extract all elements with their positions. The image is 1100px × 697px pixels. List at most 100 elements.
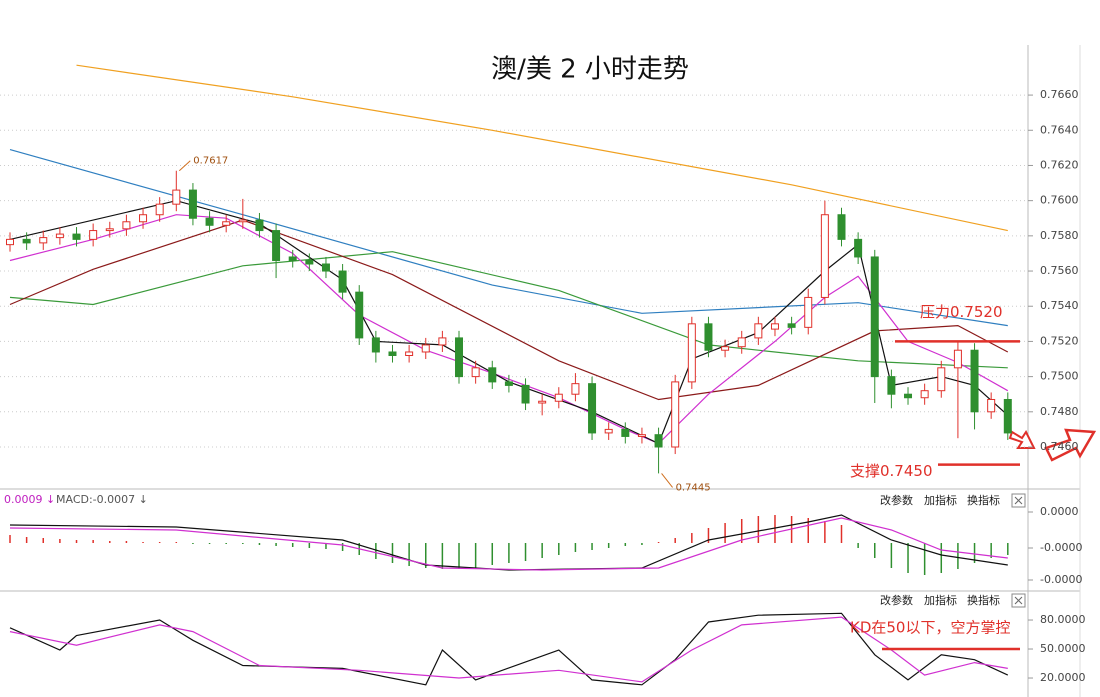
candle-body — [139, 214, 148, 223]
y-tick-label: -0.0000 — [1040, 573, 1082, 586]
candle-body — [637, 434, 646, 437]
indicator-line — [76, 64, 1008, 232]
indicator-line — [9, 219, 1009, 401]
candle-body — [887, 376, 896, 395]
arrow-icon — [1044, 428, 1097, 462]
indicator-line — [9, 616, 1008, 683]
toolbar-button[interactable]: 改参数 — [880, 493, 913, 507]
candle-body — [155, 203, 164, 216]
candle-body — [1003, 398, 1012, 434]
candle-body — [371, 337, 380, 353]
candle-body — [22, 238, 31, 244]
candle-body — [870, 256, 879, 378]
candle-body — [571, 383, 580, 395]
level-label: 压力0.7520 — [920, 303, 1003, 321]
y-tick-label: 0.7520 — [1040, 334, 1079, 347]
toolbar-button[interactable]: 改参数 — [880, 593, 913, 607]
indicator-line — [9, 149, 1008, 327]
candle-body — [604, 428, 613, 434]
candle-body — [953, 349, 962, 369]
candle-body — [488, 367, 497, 383]
y-tick-label: 80.0000 — [1040, 613, 1086, 626]
y-tick-label: 0.7540 — [1040, 299, 1079, 312]
candle-body — [455, 337, 464, 378]
candle-body — [388, 351, 397, 357]
candle-body — [837, 214, 846, 240]
candle-body — [55, 233, 64, 239]
indicator-line — [9, 612, 1009, 686]
candle-body — [6, 238, 14, 246]
y-tick-label: -0.0000 — [1040, 541, 1082, 554]
annotation-label: 0.7445 — [676, 482, 711, 493]
chart-title: 澳/美 2 小时走势 — [491, 55, 689, 85]
y-tick-label: 0.7460 — [1040, 440, 1079, 453]
candle-body — [904, 393, 913, 399]
candle-body — [205, 217, 214, 226]
indicator-line — [9, 514, 1008, 571]
candle-body — [272, 230, 281, 261]
candle-body — [72, 233, 81, 240]
candle-body — [421, 344, 430, 353]
candle-body — [471, 367, 480, 378]
candle-body — [355, 291, 364, 339]
candle-body — [987, 398, 996, 413]
candle-body — [255, 219, 264, 232]
y-tick-label: 0.7500 — [1040, 370, 1079, 383]
candle-body — [654, 434, 663, 448]
y-tick-label: 0.7580 — [1040, 229, 1079, 242]
macd-header: 0.0009 ↓ — [4, 493, 55, 506]
candle-body — [105, 228, 114, 232]
candle-body — [970, 349, 979, 413]
candle-body — [122, 221, 131, 230]
decor-arrows — [1008, 428, 1097, 462]
candle-body — [687, 323, 696, 383]
candle-body — [621, 428, 630, 437]
toolbar-button[interactable]: 加指标 — [924, 493, 957, 507]
macd-header: MACD:-0.0007 ↓ — [56, 493, 148, 506]
candle-body — [754, 323, 763, 339]
candle-body — [89, 230, 98, 240]
candle-body — [405, 351, 414, 357]
close-icon — [1014, 496, 1023, 505]
close-icon — [1014, 596, 1023, 605]
candle-body — [721, 346, 730, 351]
candle-body — [188, 189, 197, 219]
toolbar-button[interactable]: 加指标 — [924, 593, 957, 607]
candle-body — [671, 381, 680, 448]
candle-body — [305, 259, 314, 265]
y-tick-label: 0.7560 — [1040, 264, 1079, 277]
candle-body — [172, 189, 181, 205]
y-tick-label: 0.7640 — [1040, 123, 1079, 136]
candle-body — [920, 390, 929, 399]
candle-body — [504, 381, 513, 386]
indicator-line — [9, 251, 1008, 369]
candle-body — [737, 337, 746, 348]
candle-body — [804, 296, 813, 328]
candle-body — [321, 263, 330, 272]
candle-body — [554, 393, 563, 402]
toolbar-button[interactable]: 换指标 — [967, 493, 1000, 507]
toolbar-button[interactable]: 换指标 — [967, 593, 1000, 607]
candle-body — [854, 238, 863, 258]
y-tick-label: 0.7480 — [1040, 405, 1079, 418]
y-tick-label: 0.7660 — [1040, 88, 1079, 101]
candle-body — [588, 383, 597, 434]
candle-body — [338, 270, 347, 293]
y-tick-label: 0.7600 — [1040, 194, 1079, 207]
arrow-icon — [1008, 430, 1036, 449]
candle-body — [937, 367, 946, 392]
candle-body — [238, 219, 247, 223]
candle-body — [521, 384, 530, 404]
candle-body — [704, 323, 713, 351]
candle-body — [438, 337, 447, 346]
y-tick-label: 50.0000 — [1040, 642, 1086, 655]
y-tick-label: 0.7620 — [1040, 158, 1079, 171]
annotation-arrow — [178, 160, 191, 172]
annotation-label: 0.7617 — [193, 156, 228, 167]
candle-body — [39, 237, 48, 244]
candle-body — [787, 323, 796, 328]
y-tick-label: 20.0000 — [1040, 671, 1086, 684]
candle-body — [288, 256, 297, 261]
